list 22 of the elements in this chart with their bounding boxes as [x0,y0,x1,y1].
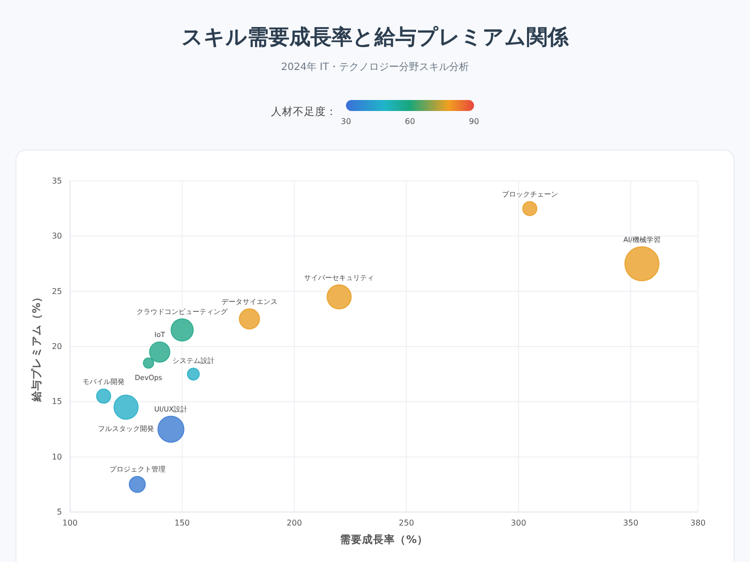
x-axis-title: 需要成長率（%） [340,533,428,546]
y-tick-label: 10 [52,452,62,462]
chart-subtitle: 2024年 IT・テクノロジー分野スキル分析 [281,61,469,73]
color-bar-label: 30 [340,117,352,126]
color-bar-title: 人材不足度： [271,105,337,118]
x-tick-label: 250 [398,518,414,528]
y-tick-label: 20 [52,342,62,352]
color-bar-label: 90 [468,117,480,126]
color-bar-label: 60 [404,117,416,126]
x-tick-label: 300 [510,518,526,528]
x-tick-label: 150 [174,518,190,528]
y-tick-label: 25 [52,286,62,296]
x-tick-label: 100 [62,518,78,528]
x-tick-label: 350 [623,518,638,528]
x-tick-label: 200 [286,518,302,528]
x-tick-label: 380 [690,518,706,528]
y-tick-label: 5 [56,508,62,517]
y-tick-label: 30 [52,232,62,241]
y-tick-label: 35 [52,176,62,186]
chart-title: スキル需要成長率と給与プレミアム関係 [182,25,570,49]
y-tick-label: 15 [52,397,62,406]
y-axis-title: 給与プレミアム（%） [30,292,43,402]
